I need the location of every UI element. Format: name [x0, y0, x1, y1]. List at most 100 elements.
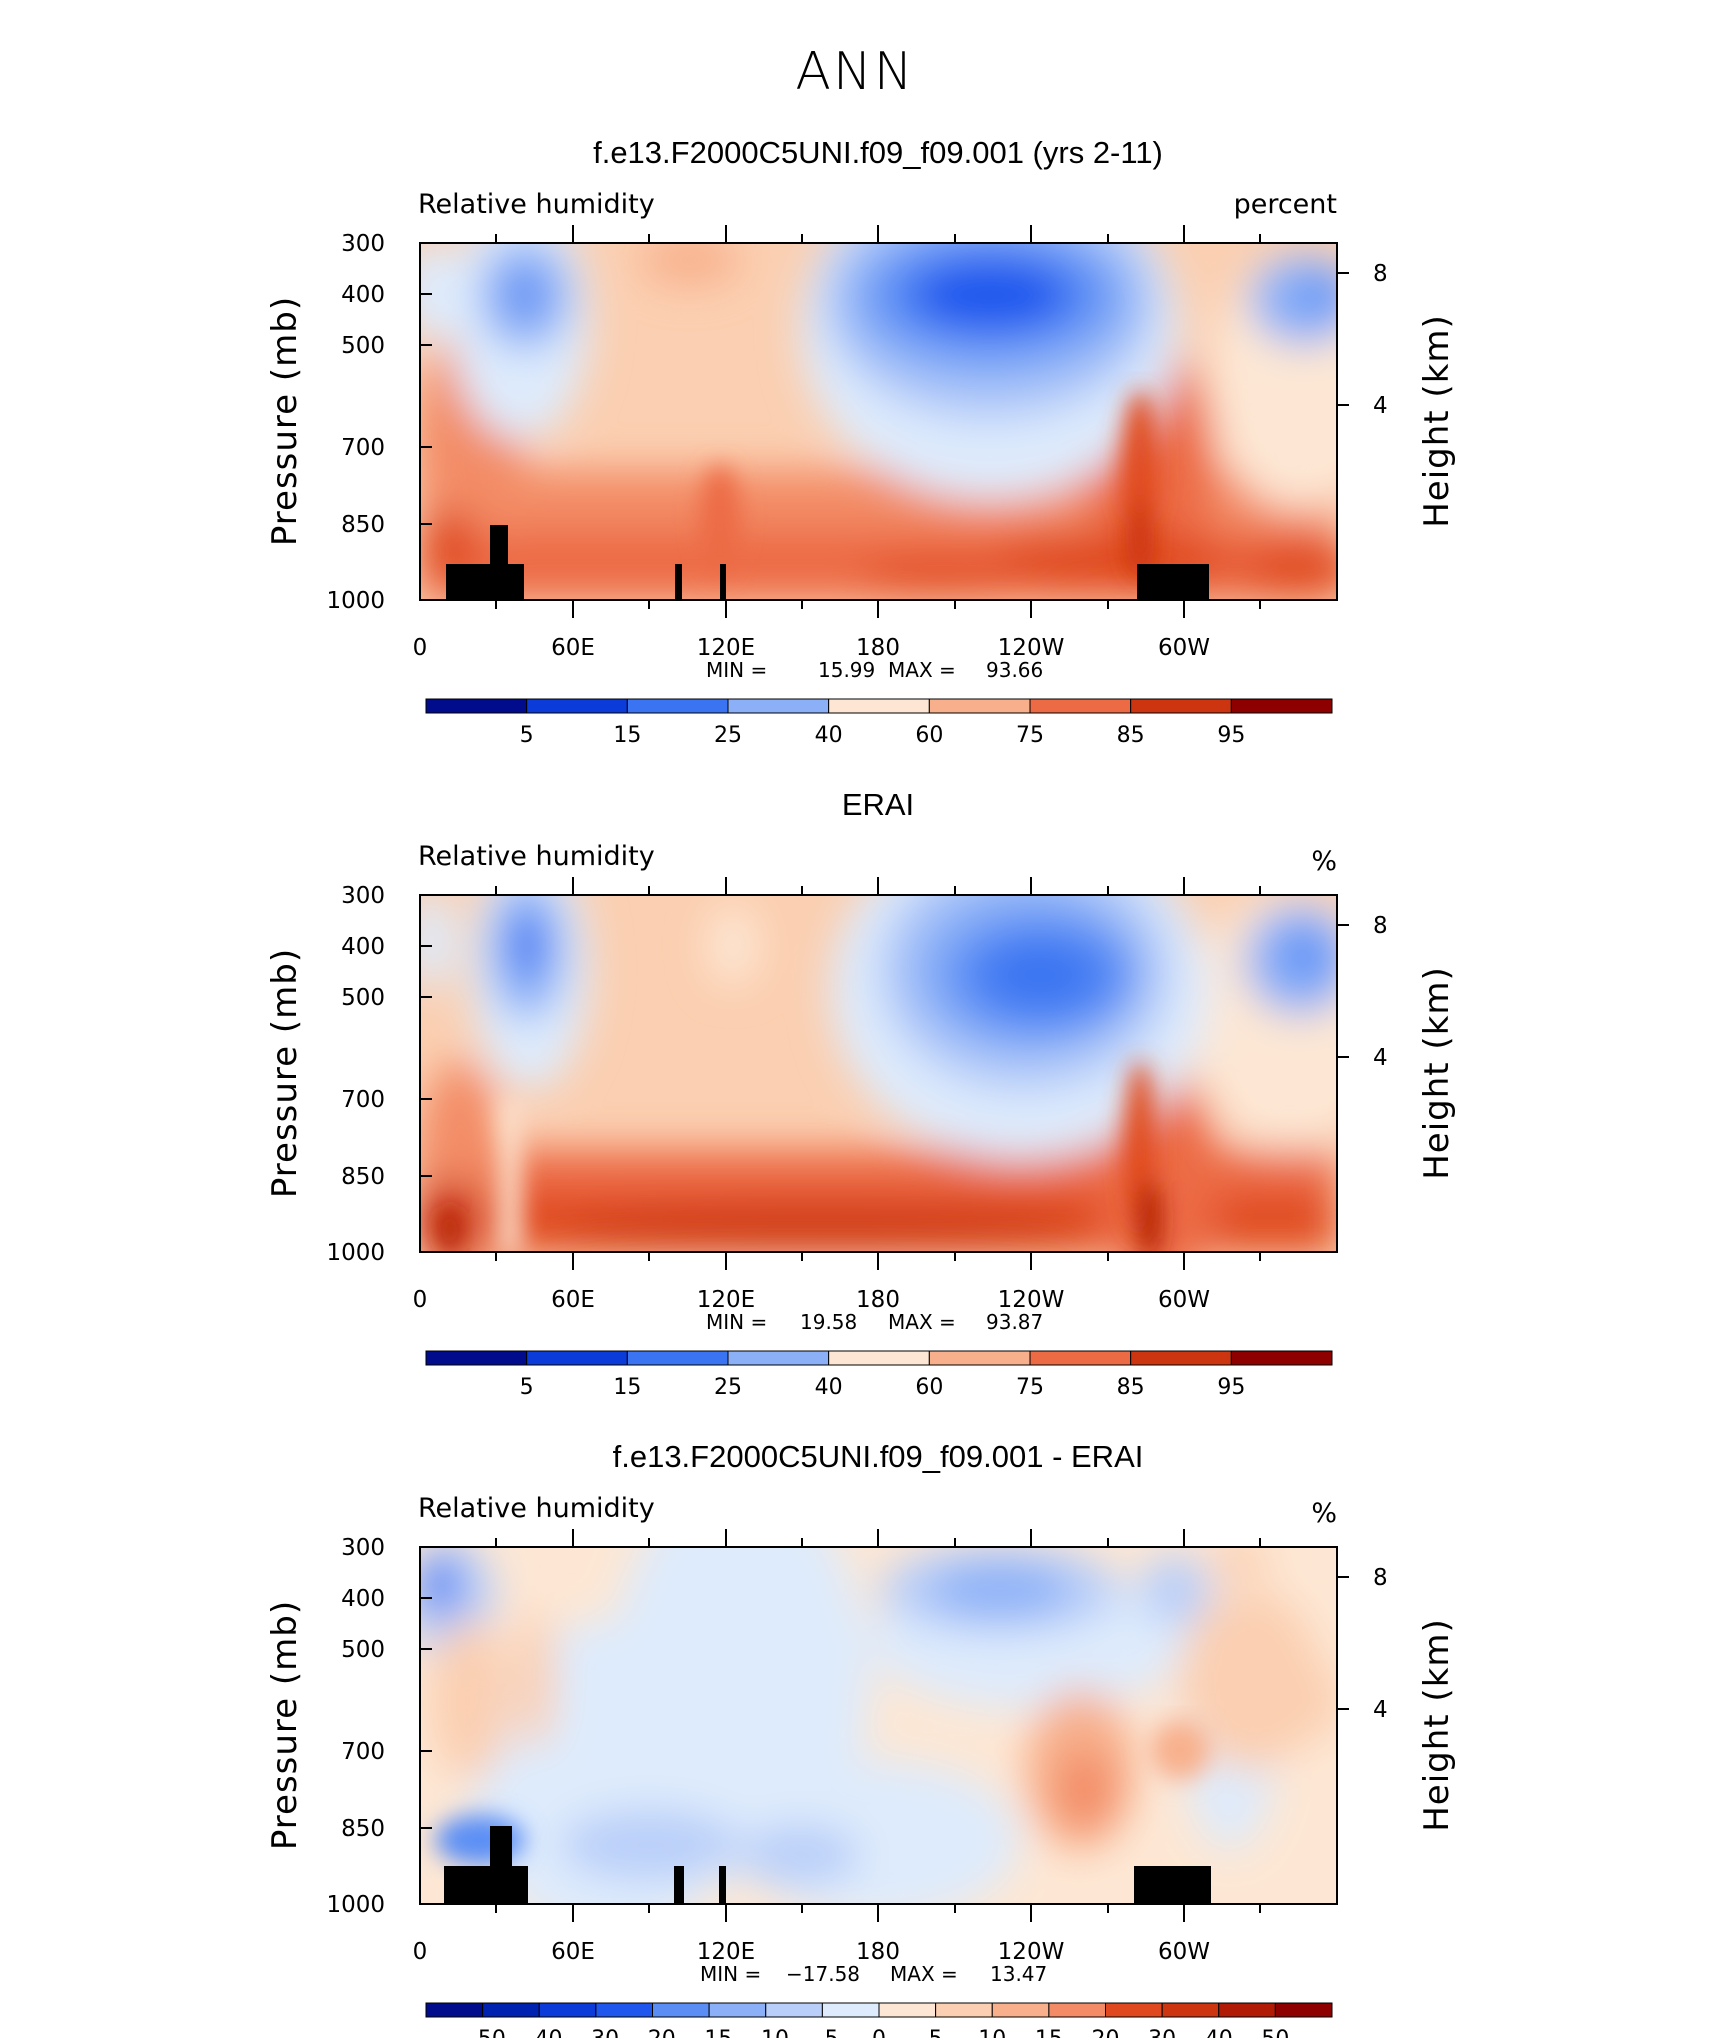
y-tick-label: 500 — [341, 1637, 385, 1663]
variable-label: Relative humidity — [418, 841, 655, 872]
colorbar-label: 75 — [1016, 1375, 1044, 1400]
min-value: 19.58 — [800, 1310, 857, 1334]
colorbar-label: 30 — [1148, 2027, 1176, 2038]
colorbar-box — [928, 698, 1031, 714]
y-right-tick-label: 4 — [1373, 1045, 1388, 1071]
y-tick-label: 700 — [341, 1087, 385, 1113]
y-right-tick-label: 4 — [1373, 393, 1388, 419]
colorbar-box — [1230, 1350, 1333, 1366]
y-tick-label: 300 — [341, 883, 385, 909]
colorbar-label: 15 — [1035, 2027, 1063, 2038]
colorbar-box — [1029, 1350, 1132, 1366]
x-axis: 0 60E 120E 180 120W 60W — [413, 1529, 1261, 1965]
y-right-tick-label: 8 — [1373, 261, 1388, 287]
colorbar-label: 5 — [929, 2027, 943, 2038]
y-tick-label: 850 — [341, 1816, 385, 1842]
x-tick-label: 120W — [998, 1287, 1065, 1313]
x-tick-label: 60W — [1158, 1287, 1210, 1313]
colorbar-label: 40 — [815, 723, 843, 748]
y-tick-label: 400 — [341, 282, 385, 308]
colorbar-box — [928, 1350, 1031, 1366]
x-tick-label: 120E — [697, 635, 755, 661]
y-tick-label: 700 — [341, 435, 385, 461]
panel-3: f.e13.F2000C5UNI.f09_f09.001 - ERAI Rela… — [265, 1439, 1457, 2038]
colorbar-label: 40 — [815, 1375, 843, 1400]
max-value: 13.47 — [990, 1962, 1047, 1986]
y-axis-right: 84 — [1337, 261, 1388, 419]
colorbar-box — [828, 698, 930, 714]
y-tick-label: 300 — [341, 231, 385, 257]
colorbar-box — [1130, 698, 1232, 714]
min-label: MIN = — [706, 1310, 767, 1334]
colorbar-box — [526, 1350, 628, 1366]
figure-title: ANN — [795, 42, 915, 102]
panel-title: f.e13.F2000C5UNI.f09_f09.001 (yrs 2-11) — [593, 135, 1163, 170]
y-axis-left: 300 400 500 700 850 1000 — [326, 883, 432, 1266]
colorbar-label: 20 — [1092, 2027, 1120, 2038]
colorbar-box — [708, 2002, 767, 2018]
y-axis-left: 300 400 500 700 850 1000 — [326, 231, 432, 614]
x-tick-label: 60E — [551, 1287, 595, 1313]
min-label: MIN = — [700, 1962, 761, 1986]
colorbar-label: 50 — [1261, 2027, 1289, 2038]
x-tick-label: 180 — [856, 1287, 900, 1313]
colorbar-label: −30 — [573, 2027, 619, 2038]
x-tick-label: 60E — [551, 1939, 595, 1965]
y-axis-label: Pressure (mb) — [265, 1600, 305, 1850]
panel-2: ERAI Relative humidity % — [265, 787, 1457, 1400]
min-value: −17.58 — [786, 1962, 860, 1986]
y-tick-label: 500 — [341, 333, 385, 359]
y-tick-label: 1000 — [326, 1892, 385, 1918]
y-tick-label: 700 — [341, 1739, 385, 1765]
colorbar-box — [727, 698, 830, 714]
contour-field — [420, 1547, 1337, 1904]
colorbar-box — [652, 2002, 710, 2018]
units-label: percent — [1234, 189, 1337, 220]
colorbar-label: 60 — [915, 1375, 943, 1400]
colorbar-box — [1218, 2002, 1276, 2018]
colorbar-box — [935, 2002, 993, 2018]
y-tick-label: 400 — [341, 934, 385, 960]
y-axis-right-label: Height (km) — [1417, 314, 1457, 528]
y-axis-left: 300 400 500 700 850 1000 — [326, 1535, 432, 1918]
min-label: MIN = — [706, 658, 767, 682]
contour-field — [420, 895, 1337, 1252]
colorbar-box — [1130, 1350, 1232, 1366]
colorbar-label: 85 — [1117, 1375, 1145, 1400]
max-value: 93.87 — [986, 1310, 1043, 1334]
colorbar-box — [878, 2002, 937, 2018]
min-value: 15.99 — [818, 658, 875, 682]
y-axis-label: Pressure (mb) — [265, 948, 305, 1198]
x-tick-label: 120W — [998, 635, 1065, 661]
x-tick-label: 60W — [1158, 635, 1210, 661]
panel-1: f.e13.F2000C5UNI.f09_f09.001 (yrs 2-11) … — [265, 135, 1457, 748]
colorbar-label: 75 — [1016, 723, 1044, 748]
colorbar-label: −15 — [686, 2027, 732, 2038]
colorbar-label: −50 — [459, 2027, 505, 2038]
y-axis-right-label: Height (km) — [1417, 966, 1457, 1180]
panel-title: f.e13.F2000C5UNI.f09_f09.001 - ERAI — [613, 1439, 1144, 1474]
colorbar-label: 95 — [1217, 1375, 1245, 1400]
colorbar-label: −5 — [806, 2027, 838, 2038]
max-value: 93.66 — [986, 658, 1043, 682]
y-tick-label: 400 — [341, 1586, 385, 1612]
colorbar-box — [727, 1350, 830, 1366]
colorbar-box — [991, 2002, 1050, 2018]
colorbar-label: 5 — [520, 1375, 534, 1400]
units-label: % — [1311, 1498, 1337, 1529]
y-tick-label: 300 — [341, 1535, 385, 1561]
y-right-tick-label: 4 — [1373, 1697, 1388, 1723]
colorbar: 5 15 25 40 60 75 85 95 — [425, 1350, 1333, 1400]
colorbar-box — [1048, 2002, 1106, 2018]
colorbar-label: 85 — [1117, 723, 1145, 748]
max-label: MAX = — [890, 1962, 958, 1986]
y-axis-right: 84 — [1337, 1565, 1388, 1723]
x-tick-label: 0 — [413, 635, 428, 661]
colorbar-box — [526, 698, 628, 714]
colorbar-label: −20 — [629, 2027, 675, 2038]
colorbar-box — [626, 698, 729, 714]
x-tick-label: 0 — [413, 1287, 428, 1313]
colorbar-box — [765, 2002, 823, 2018]
colorbar-box — [1029, 698, 1132, 714]
x-tick-label: 60W — [1158, 1939, 1210, 1965]
